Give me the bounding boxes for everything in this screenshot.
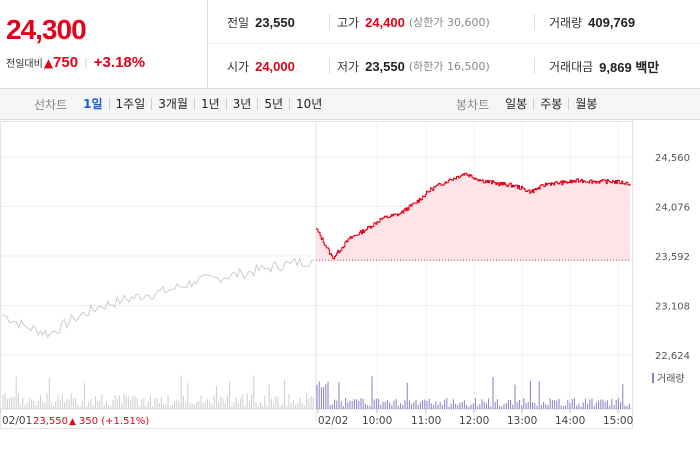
change-amount: 750 [53, 54, 79, 71]
x-tick-label: 12:00 [459, 415, 489, 427]
divider [329, 58, 330, 74]
open-label: 시가 [227, 59, 250, 74]
change-label: 전일대비 [6, 59, 43, 70]
change-percent: +3.18% [93, 54, 146, 71]
up-arrow-icon: ▲ [43, 55, 54, 70]
separator: | [84, 56, 88, 69]
divider [534, 58, 535, 74]
range-5y[interactable]: 5년 [257, 98, 289, 110]
amount-value: 9,869 백만 [599, 59, 660, 75]
x-tick-label: 11:00 [411, 415, 441, 427]
volume-legend-swatch [652, 373, 654, 383]
range-3y[interactable]: 3년 [225, 98, 258, 110]
x-tick-label: 02/02 [318, 415, 348, 427]
range-1w[interactable]: 1주일 [108, 98, 152, 110]
divider [534, 14, 535, 30]
candle-weekly[interactable]: 주봉 [533, 98, 568, 110]
range-1d[interactable]: 1일 [83, 97, 103, 111]
today-series-area [316, 173, 630, 261]
x-tick-label: 13:00 [507, 415, 537, 427]
range-1y[interactable]: 1년 [193, 98, 226, 110]
x-tick-label: 10:00 [362, 415, 392, 427]
stats-row-2: 시가 24,000 저가 23,550 (하한가 16,500) 거래대금 9,… [209, 44, 700, 88]
y-tick-label: 22,624 [655, 351, 690, 362]
line-chart-ranges: 선차트 1일 1주일 3개월 1년 3년 5년 10년 [34, 89, 328, 119]
y-tick-label: 24,560 [655, 153, 690, 164]
line-chart-label: 선차트 [34, 97, 68, 112]
current-price: 24,300 [6, 14, 87, 45]
stats-grid: 전일 23,550 고가 24,400 (상한가 30,600) 거래량 409… [209, 0, 700, 88]
high: 고가 24,400 (상한가 30,600) [337, 0, 490, 44]
low: 저가 23,550 (하한가 16,500) [337, 44, 490, 88]
low-label: 저가 [337, 59, 360, 74]
x-tick-label: 02/01 [2, 415, 32, 427]
low-value: 23,550 [365, 58, 405, 74]
prev-day-summary-price: 23,550 [33, 416, 68, 427]
stats-row-1: 전일 23,550 고가 24,400 (상한가 30,600) 거래량 409… [209, 0, 700, 44]
price-summary: 24,300 전일대비 ▲ 750 | +3.18% [0, 0, 208, 88]
high-value: 24,400 [365, 14, 405, 30]
up-arrow-icon: ▲ [69, 417, 76, 427]
price-chart: 24,560 24,076 23,592 23,108 22,624 거래량 02/01 02… [0, 121, 690, 429]
divider [329, 14, 330, 30]
y-tick-label: 23,592 [655, 252, 690, 263]
volume-legend-label: 거래량 [657, 373, 685, 385]
prev-close-label: 전일 [227, 15, 250, 30]
range-3m[interactable]: 3개월 [151, 98, 194, 110]
open: 시가 24,000 [227, 44, 295, 88]
x-tick-label: 15:00 [603, 415, 633, 427]
chart-toolbar: 선차트 1일 1주일 3개월 1년 3년 5년 10년 봉차트 일봉 주봉 월봉 [0, 88, 700, 120]
volume: 거래량 409,769 [549, 0, 635, 44]
range-10y[interactable]: 10년 [289, 98, 328, 110]
prev-close-value: 23,550 [255, 14, 295, 30]
prev-close: 전일 23,550 [227, 0, 295, 44]
y-tick-label: 23,108 [655, 302, 690, 313]
lower-limit: (하한가 16,500) [408, 60, 490, 73]
amount-label: 거래대금 [549, 59, 594, 74]
prev-day-summary-change: 350 (+1.51%) [79, 416, 149, 427]
trade-amount: 거래대금 9,869 백만 [549, 44, 659, 88]
candle-chart-label: 봉차트 [456, 97, 490, 112]
upper-limit: (상한가 30,600) [408, 16, 490, 29]
x-tick-label: 14:00 [555, 415, 585, 427]
y-tick-label: 24,076 [655, 203, 690, 214]
candle-monthly[interactable]: 월봉 [568, 98, 603, 110]
high-label: 고가 [337, 15, 360, 30]
candle-chart-ranges: 봉차트 일봉 주봉 월봉 [456, 89, 603, 119]
prev-day-series-line [1, 256, 315, 339]
volume-label: 거래량 [549, 15, 583, 30]
open-value: 24,000 [255, 58, 295, 74]
candle-daily[interactable]: 일봉 [505, 97, 528, 111]
today-series-line [316, 172, 631, 260]
volume-value: 409,769 [588, 14, 636, 30]
change-row: 전일대비 ▲ 750 | +3.18% [6, 54, 145, 71]
